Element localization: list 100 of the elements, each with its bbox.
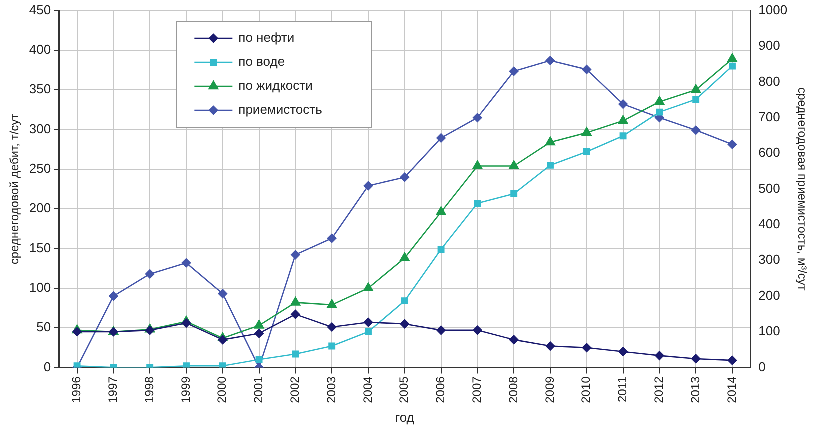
legend-label: по нефти (238, 30, 295, 46)
point (290, 297, 301, 306)
point (400, 319, 410, 329)
x-tick-label: 2009 (542, 376, 557, 404)
point (109, 292, 118, 301)
point (509, 160, 520, 170)
point (728, 356, 738, 366)
x-tick-label: 2008 (506, 376, 520, 404)
point (728, 140, 738, 150)
point (364, 318, 374, 328)
point (364, 282, 374, 292)
y-axis-title: среднегодовой дебит, т/сут (8, 113, 22, 265)
y2-tick-label: 900 (758, 38, 780, 54)
point (183, 362, 190, 368)
y2-tick-label: 700 (758, 109, 780, 124)
point (618, 100, 628, 109)
x-tick-label: 2003 (324, 376, 338, 404)
point (691, 126, 701, 136)
point (254, 328, 264, 338)
y-tick-label: 400 (29, 42, 52, 58)
point (256, 356, 263, 364)
y-tick-label: 250 (29, 161, 52, 176)
point (474, 200, 482, 208)
point (218, 335, 228, 345)
x-tick-label: 2013 (688, 376, 702, 404)
point (327, 299, 338, 308)
point (327, 322, 337, 332)
point (291, 250, 300, 260)
x-tick-label: 2012 (652, 376, 666, 404)
y-tick-label: 0 (44, 359, 52, 374)
y-tick-label: 150 (29, 240, 52, 256)
point (546, 136, 556, 146)
y-tick-label: 200 (29, 200, 52, 216)
x-tick-label: 2002 (288, 376, 302, 404)
point (582, 65, 592, 74)
legend-label: по воде (238, 54, 286, 70)
point (546, 56, 556, 66)
y2-tick-label: 800 (758, 74, 780, 89)
point (654, 96, 665, 106)
x-tick-label: 2000 (215, 376, 230, 404)
point (510, 190, 518, 198)
y2-tick-label: 500 (758, 180, 780, 196)
x-tick-label: 2004 (360, 376, 375, 404)
point (182, 318, 192, 328)
legend-label: по жидкости (238, 78, 313, 94)
point (438, 246, 445, 254)
point (436, 134, 446, 143)
point (618, 115, 628, 124)
x-axis-title: год (395, 410, 415, 425)
y2-axis-title: среднегодовая приемистость, м³/сут (795, 88, 810, 292)
y2-tick-label: 400 (758, 216, 780, 232)
point (292, 350, 300, 358)
point (618, 347, 628, 356)
point (218, 289, 228, 298)
x-tick-label: 2014 (724, 376, 739, 404)
x-tick-label: 2005 (397, 376, 412, 404)
point (582, 127, 592, 136)
x-tick-label: 2011 (616, 376, 630, 403)
point (473, 113, 482, 123)
point (365, 328, 372, 336)
x-tick-label: 2007 (470, 376, 484, 404)
point (327, 234, 337, 244)
point (728, 54, 738, 62)
point (473, 326, 482, 336)
y-tick-label: 350 (29, 82, 52, 97)
point (145, 270, 155, 279)
point (400, 172, 410, 182)
point (547, 162, 554, 169)
point (656, 108, 664, 116)
x-tick-label: 1998 (142, 376, 156, 404)
point (655, 351, 664, 360)
point (691, 354, 701, 364)
point (436, 326, 446, 336)
x-tick-label: 2006 (434, 376, 448, 404)
point (145, 326, 155, 336)
legend-label: приемистость (238, 102, 323, 118)
point (219, 362, 226, 368)
x-tick-label: 1999 (178, 376, 193, 404)
point (328, 342, 336, 350)
point (254, 320, 264, 329)
y2-tick-label: 200 (758, 288, 780, 303)
point (72, 327, 82, 337)
point (291, 310, 300, 320)
point (364, 181, 374, 191)
point (472, 160, 483, 170)
point (691, 84, 702, 94)
x-tick-label: 2010 (579, 376, 594, 404)
point (620, 132, 627, 140)
y-tick-label: 450 (29, 2, 52, 18)
x-tick-label: 1996 (70, 376, 84, 404)
point (546, 342, 556, 351)
point (182, 258, 192, 268)
x-tick-label: 1997 (106, 376, 120, 404)
y-tick-label: 100 (29, 280, 52, 295)
y2-tick-label: 300 (758, 252, 780, 268)
point (729, 62, 736, 70)
point (583, 148, 590, 156)
y-tick-label: 300 (29, 121, 52, 136)
point (401, 298, 408, 305)
y2-tick-label: 100 (758, 324, 780, 339)
